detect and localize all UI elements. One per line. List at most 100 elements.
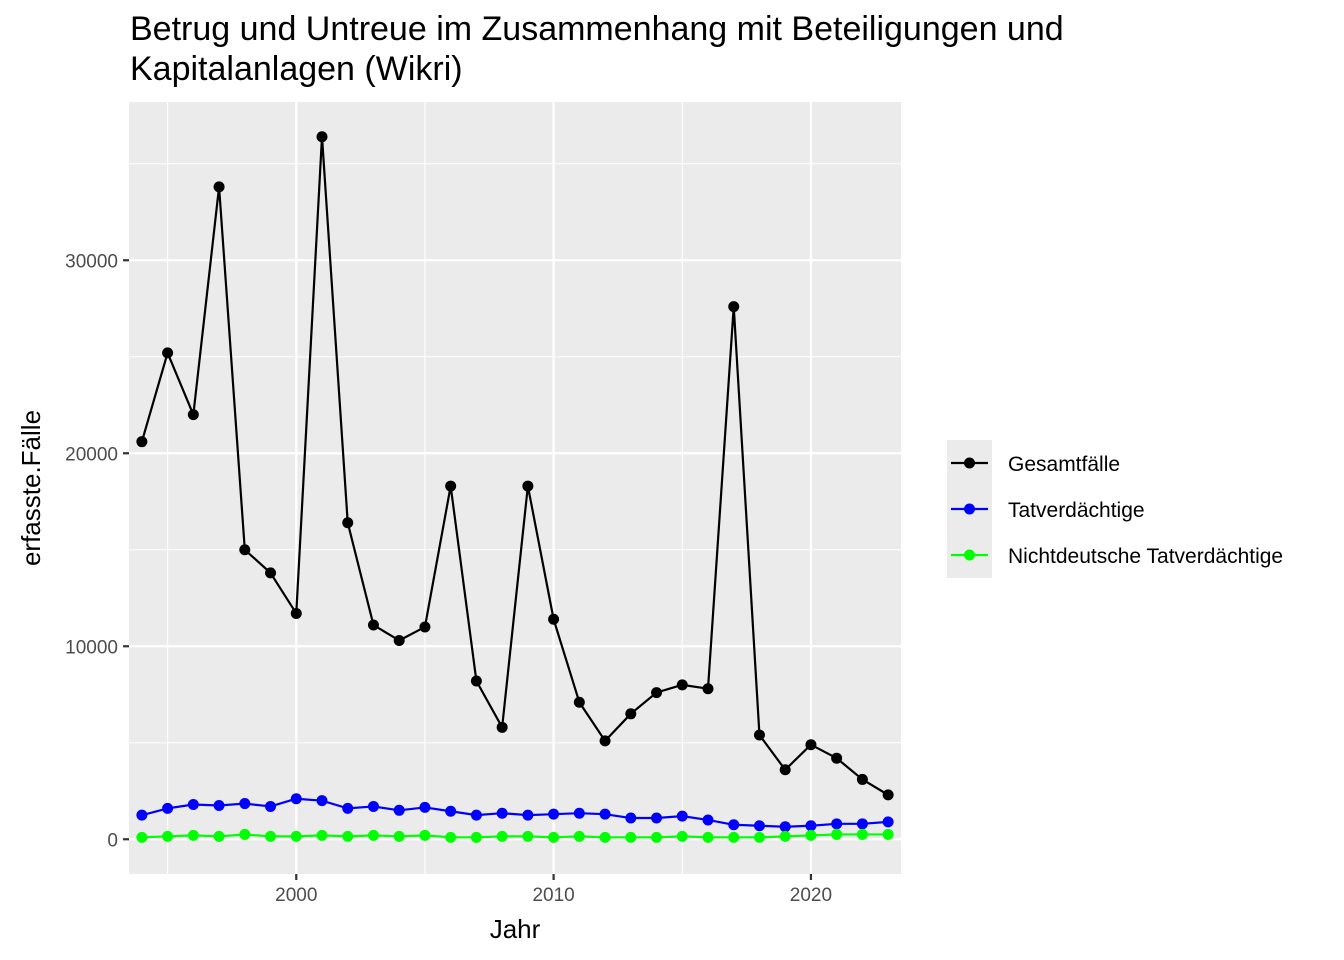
series-2-point: [470, 831, 482, 843]
series-2-point: [342, 830, 354, 842]
series-1-point: [136, 809, 148, 821]
series-2-point: [213, 830, 225, 842]
series-1-point: [393, 804, 405, 816]
legend-label-2: Nichtdeutsche Tatverdächtige: [1008, 545, 1283, 568]
series-2-point: [805, 829, 817, 841]
series-2-point: [651, 831, 663, 843]
y-tick-label: 0: [107, 830, 118, 851]
series-0-point: [702, 683, 714, 695]
series-1-point: [599, 808, 611, 820]
series-1-point: [753, 820, 765, 832]
series-1-point: [419, 801, 431, 813]
series-0-point: [445, 480, 457, 492]
y-axis: 0 10000 20000 30000: [65, 251, 129, 851]
series-1-point: [805, 820, 817, 832]
series-0-point: [548, 613, 560, 625]
series-1-point: [625, 812, 637, 824]
series-0-point: [393, 634, 405, 646]
series-2-point: [728, 831, 740, 843]
series-1-point: [213, 799, 225, 811]
series-1-point: [522, 809, 534, 821]
series-0-point: [573, 696, 585, 708]
series-1-point: [239, 798, 251, 810]
y-tick-label: 30000: [65, 251, 118, 272]
series-2-point: [393, 830, 405, 842]
series-1-point: [470, 809, 482, 821]
series-2-point: [831, 828, 843, 840]
series-2-point: [753, 831, 765, 843]
chart-title-line-1: Betrug und Untreue im Zusammenhang mit B…: [130, 10, 1064, 48]
series-1-point: [882, 816, 894, 828]
legend: Gesamtfälle Tatverdächtige Nichtdeutsche T…: [947, 440, 1283, 578]
legend-key-point-1: [964, 503, 975, 515]
series-0-point: [856, 773, 868, 785]
series-2-point: [573, 830, 585, 842]
series-0-point: [419, 621, 431, 633]
series-2-point: [548, 831, 560, 843]
series-1-point: [265, 800, 277, 812]
series-0-point: [187, 409, 199, 421]
chart-title-line-2: Kapitalanlagen (Wikri): [130, 50, 463, 88]
plot-panel: [129, 102, 901, 874]
series-2-point: [265, 830, 277, 842]
series-2-point: [136, 831, 148, 843]
series-1-point: [187, 799, 199, 811]
series-0-point: [265, 567, 277, 579]
series-1-point: [445, 805, 457, 817]
series-0-point: [753, 729, 765, 741]
series-0-point: [239, 544, 251, 556]
series-1-point: [573, 807, 585, 819]
series-1-point: [702, 814, 714, 826]
series-2-point: [187, 829, 199, 841]
series-2-point: [599, 831, 611, 843]
series-1-point: [856, 818, 868, 830]
series-2-point: [316, 829, 328, 841]
series-0-point: [651, 687, 663, 699]
series-2-point: [779, 830, 791, 842]
series-0-point: [728, 301, 740, 313]
y-tick-label: 10000: [65, 637, 118, 658]
x-axis: 2000 2010 2020: [275, 874, 832, 906]
x-tick-label: 2020: [790, 885, 832, 906]
series-1-point: [548, 808, 560, 820]
series-0-point: [496, 721, 508, 733]
series-1-point: [779, 821, 791, 833]
series-1-point: [651, 812, 663, 824]
grid-minor: [129, 102, 901, 874]
series-2-point: [625, 831, 637, 843]
series-0-point: [831, 752, 843, 764]
series-0-point: [779, 764, 791, 776]
series-1-point: [728, 819, 740, 831]
x-axis-title: Jahr: [490, 914, 541, 944]
series-2-point: [676, 830, 688, 842]
legend-label-1: Tatverdächtige: [1008, 499, 1145, 522]
series-layer: [136, 131, 894, 843]
series-1-point: [367, 800, 379, 812]
series-2-point: [856, 828, 868, 840]
series-0-point: [599, 735, 611, 747]
series-0-point: [136, 436, 148, 448]
series-1-point: [496, 807, 508, 819]
series-2-point: [522, 830, 534, 842]
y-axis-title: erfasste.Fälle: [16, 410, 46, 566]
series-2-point: [162, 830, 174, 842]
series-1-point: [676, 810, 688, 822]
series-1-point: [290, 793, 302, 805]
legend-key-point-2: [964, 549, 975, 561]
series-2-point: [882, 828, 894, 840]
series-0-point: [342, 517, 354, 529]
series-2-point: [290, 830, 302, 842]
series-0-point: [676, 679, 688, 691]
series-2-point: [239, 828, 251, 840]
series-0-point: [882, 789, 894, 801]
series-1-point: [342, 802, 354, 814]
series-0-point: [290, 607, 302, 619]
x-tick-label: 2010: [532, 885, 574, 906]
series-1-point: [831, 818, 843, 830]
series-0-point: [625, 708, 637, 720]
series-0-point: [805, 739, 817, 751]
series-2-point: [445, 831, 457, 843]
series-2-point: [367, 829, 379, 841]
legend-key-point-0: [964, 457, 975, 469]
